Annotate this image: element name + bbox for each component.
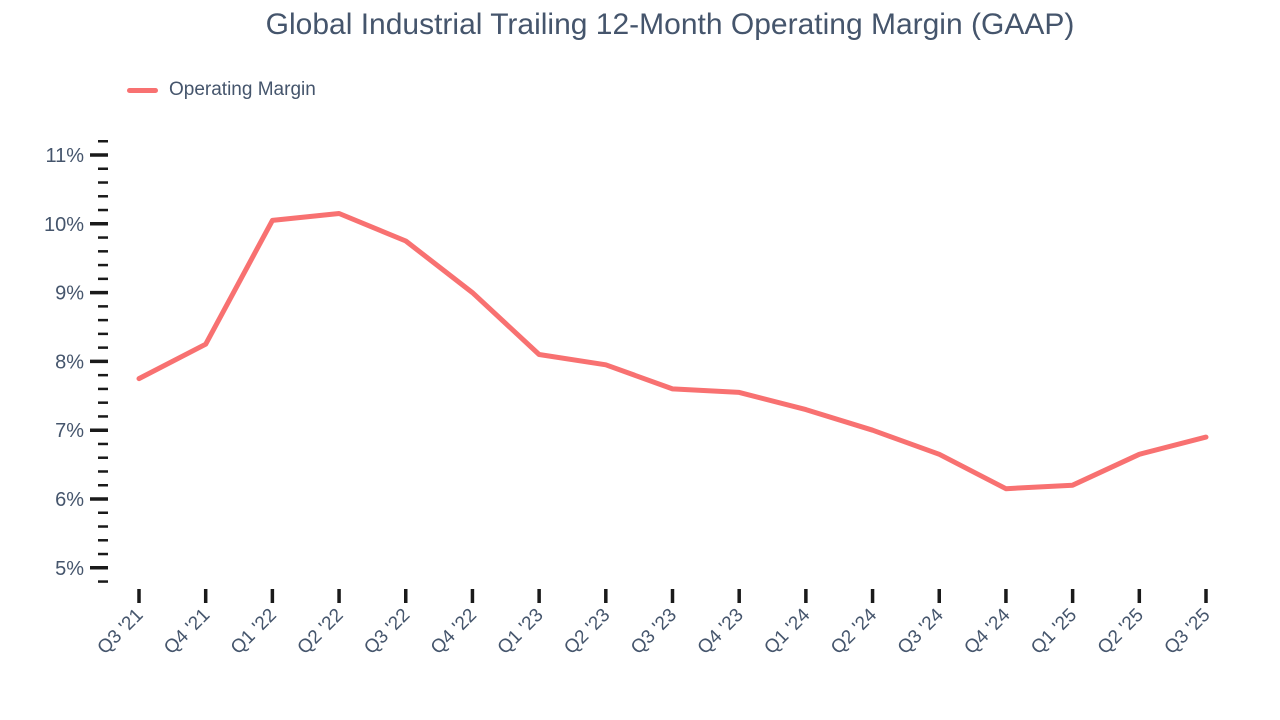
x-axis-tick-label: Q2 '23 xyxy=(560,605,614,659)
y-axis-tick-label: 5% xyxy=(55,558,84,580)
x-axis-tick-label: Q1 '23 xyxy=(494,605,548,659)
x-axis-tick-label: Q4 '23 xyxy=(694,605,748,659)
legend-item-operating-margin[interactable]: Operating Margin xyxy=(127,79,316,101)
x-axis-tick-label: Q2 '22 xyxy=(294,605,348,659)
x-axis-tick-label: Q1 '25 xyxy=(1027,605,1081,659)
legend-label: Operating Margin xyxy=(169,79,316,100)
x-axis-tick-label: Q4 '21 xyxy=(160,605,214,659)
x-axis-tick-label: Q3 '24 xyxy=(894,604,948,658)
y-axis-tick-label: 9% xyxy=(55,283,84,305)
x-axis-tick-label: Q3 '22 xyxy=(360,605,414,659)
y-axis-tick-label: 11% xyxy=(45,145,84,167)
x-axis-tick-label: Q1 '24 xyxy=(760,604,814,658)
x-axis-tick-label: Q2 '24 xyxy=(827,604,881,658)
x-axis-tick-label: Q4 '22 xyxy=(427,605,481,659)
y-axis-tick-label: 6% xyxy=(55,489,84,511)
y-axis-tick-label: 8% xyxy=(55,351,84,373)
chart-title: Global Industrial Trailing 12-Month Oper… xyxy=(265,8,1075,41)
x-axis-tick-label: Q3 '23 xyxy=(627,605,681,659)
x-axis-tick-label: Q1 '22 xyxy=(227,605,281,659)
x-axis-tick-label: Q3 '25 xyxy=(1161,605,1215,659)
x-axis-tick-label: Q4 '24 xyxy=(960,604,1014,658)
series-line-operating-margin[interactable] xyxy=(136,211,1209,492)
x-axis-tick-label: Q2 '25 xyxy=(1094,605,1148,659)
y-axis-tick-label: 10% xyxy=(44,214,84,236)
y-axis-tick-label: 7% xyxy=(55,420,84,442)
x-axis-tick-label: Q3 '21 xyxy=(94,605,148,659)
legend-line-swatch-icon xyxy=(127,87,158,93)
